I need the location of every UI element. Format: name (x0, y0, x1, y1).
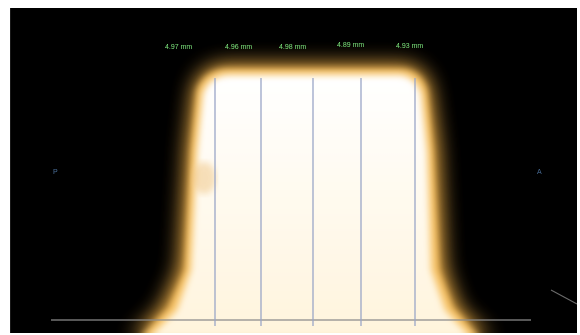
right-side-marker: A (537, 169, 542, 176)
measure-label-4: 4.89 mm (337, 42, 364, 49)
edge-streak (550, 289, 577, 305)
ultrasound-viewport: 4.97 mm 4.96 mm 4.98 mm 4.89 mm 4.93 mm … (10, 8, 577, 333)
profile-canvas: 4.97 mm 4.96 mm 4.98 mm 4.89 mm 4.93 mm … (51, 42, 577, 333)
measure-label-3: 4.98 mm (279, 44, 306, 51)
measurement-labels: 4.97 mm 4.96 mm 4.98 mm 4.89 mm 4.93 mm (165, 42, 423, 51)
left-side-marker: P (53, 169, 58, 176)
measurement-dividers (214, 78, 416, 326)
edge-highlight (192, 162, 216, 194)
measure-label-5: 4.93 mm (396, 43, 423, 50)
profile-core (154, 75, 467, 333)
measure-label-2: 4.96 mm (225, 44, 252, 51)
measure-label-1: 4.97 mm (165, 44, 192, 51)
